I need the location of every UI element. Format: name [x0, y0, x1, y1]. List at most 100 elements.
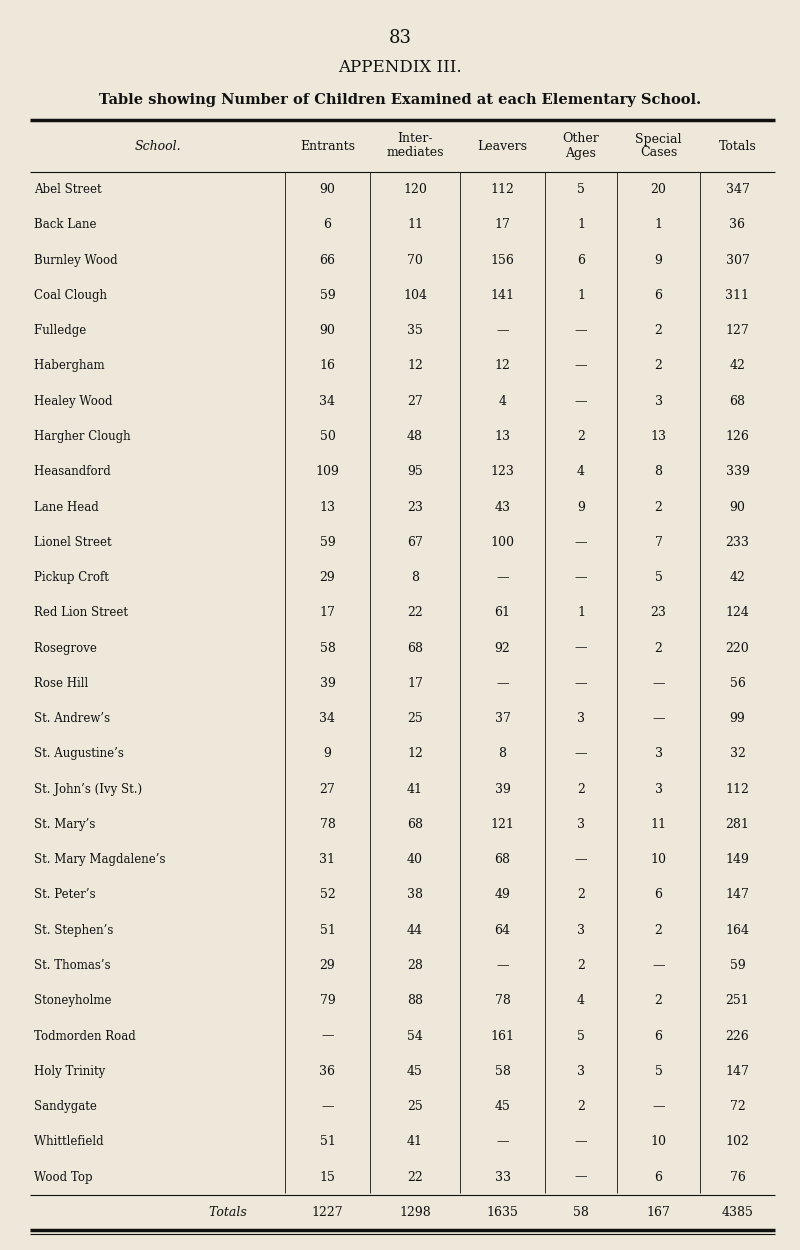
Text: —: — — [574, 676, 587, 690]
Text: 76: 76 — [730, 1170, 746, 1184]
Text: 34: 34 — [319, 395, 335, 408]
Text: Hargher Clough: Hargher Clough — [34, 430, 164, 442]
Text: Pickup Croft: Pickup Croft — [34, 571, 154, 584]
Text: —: — — [652, 959, 665, 972]
Text: Inter-: Inter- — [398, 132, 433, 145]
Text: 5: 5 — [654, 1065, 662, 1078]
Text: 3: 3 — [577, 1065, 585, 1078]
Text: 42: 42 — [730, 360, 746, 372]
Text: 147: 147 — [726, 1065, 750, 1078]
Text: 226: 226 — [726, 1030, 750, 1042]
Text: 51: 51 — [319, 924, 335, 936]
Text: —: — — [496, 324, 509, 338]
Text: 34: 34 — [319, 712, 335, 725]
Text: 13: 13 — [319, 500, 335, 514]
Text: 3: 3 — [577, 712, 585, 725]
Text: Healey Wood: Healey Wood — [34, 395, 154, 408]
Text: —: — — [574, 1135, 587, 1149]
Text: 9: 9 — [577, 500, 585, 514]
Text: 6: 6 — [323, 219, 331, 231]
Text: Heasandford: Heasandford — [34, 465, 156, 479]
Text: 164: 164 — [726, 924, 750, 936]
Text: 59: 59 — [320, 289, 335, 302]
Text: Stoneyholme: Stoneyholme — [34, 994, 157, 1008]
Text: 22: 22 — [407, 606, 423, 619]
Text: 92: 92 — [494, 641, 510, 655]
Text: 9: 9 — [323, 748, 331, 760]
Text: 307: 307 — [726, 254, 750, 266]
Text: 17: 17 — [494, 219, 510, 231]
Text: Rosegrove: Rosegrove — [34, 641, 150, 655]
Text: School.: School. — [134, 140, 181, 152]
Text: 4: 4 — [498, 395, 506, 408]
Text: 112: 112 — [726, 782, 750, 796]
Text: 2: 2 — [654, 641, 662, 655]
Text: 70: 70 — [407, 254, 423, 266]
Text: 40: 40 — [407, 854, 423, 866]
Text: 8: 8 — [411, 571, 419, 584]
Text: 15: 15 — [319, 1170, 335, 1184]
Text: 112: 112 — [490, 184, 514, 196]
Text: Lionel Street: Lionel Street — [34, 536, 153, 549]
Text: 311: 311 — [726, 289, 750, 302]
Text: 28: 28 — [407, 959, 423, 972]
Text: 27: 27 — [407, 395, 423, 408]
Text: 2: 2 — [654, 324, 662, 338]
Text: 4: 4 — [577, 994, 585, 1008]
Text: —: — — [652, 712, 665, 725]
Text: Holy Trinity: Holy Trinity — [34, 1065, 150, 1078]
Text: 9: 9 — [654, 254, 662, 266]
Text: —: — — [574, 536, 587, 549]
Text: 90: 90 — [730, 500, 746, 514]
Text: —: — — [652, 1100, 665, 1112]
Text: 161: 161 — [490, 1030, 514, 1042]
Text: Other: Other — [562, 132, 599, 145]
Text: —: — — [574, 854, 587, 866]
Text: 147: 147 — [726, 889, 750, 901]
Text: 12: 12 — [494, 360, 510, 372]
Text: Coal Clough: Coal Clough — [34, 289, 152, 302]
Text: 1227: 1227 — [312, 1206, 343, 1219]
Text: St. John’s (Ivy St.): St. John’s (Ivy St.) — [34, 782, 165, 796]
Text: 6: 6 — [654, 1170, 662, 1184]
Text: 7: 7 — [654, 536, 662, 549]
Text: 78: 78 — [319, 818, 335, 831]
Text: 31: 31 — [319, 854, 335, 866]
Text: St. Augustine’s: St. Augustine’s — [34, 748, 158, 760]
Text: 54: 54 — [407, 1030, 423, 1042]
Text: 78: 78 — [494, 994, 510, 1008]
Text: —: — — [574, 571, 587, 584]
Text: 22: 22 — [407, 1170, 423, 1184]
Text: 6: 6 — [654, 1030, 662, 1042]
Text: 39: 39 — [494, 782, 510, 796]
Text: Habergham: Habergham — [34, 360, 150, 372]
Text: 29: 29 — [320, 959, 335, 972]
Text: 44: 44 — [407, 924, 423, 936]
Text: 95: 95 — [407, 465, 423, 479]
Text: Totals: Totals — [718, 140, 756, 152]
Text: 90: 90 — [319, 324, 335, 338]
Text: Lane Head: Lane Head — [34, 500, 158, 514]
Text: Cases: Cases — [640, 146, 677, 160]
Text: 6: 6 — [654, 289, 662, 302]
Text: 29: 29 — [320, 571, 335, 584]
Text: 13: 13 — [650, 430, 666, 442]
Text: 99: 99 — [730, 712, 746, 725]
Text: St. Stephen’s: St. Stephen’s — [34, 924, 154, 936]
Text: —: — — [322, 1030, 334, 1042]
Text: Whittlefield: Whittlefield — [34, 1135, 149, 1149]
Text: 42: 42 — [730, 571, 746, 584]
Text: Leavers: Leavers — [478, 140, 527, 152]
Text: 1298: 1298 — [399, 1206, 431, 1219]
Text: 68: 68 — [494, 854, 510, 866]
Text: Table showing Number of Children Examined at each Elementary School.: Table showing Number of Children Examine… — [99, 92, 701, 108]
Text: 38: 38 — [407, 889, 423, 901]
Text: 3: 3 — [654, 748, 662, 760]
Text: 59: 59 — [730, 959, 746, 972]
Text: 339: 339 — [726, 465, 750, 479]
Text: 50: 50 — [319, 430, 335, 442]
Text: 5: 5 — [577, 1030, 585, 1042]
Text: 1: 1 — [654, 219, 662, 231]
Text: 4: 4 — [577, 465, 585, 479]
Text: Fulledge: Fulledge — [34, 324, 150, 338]
